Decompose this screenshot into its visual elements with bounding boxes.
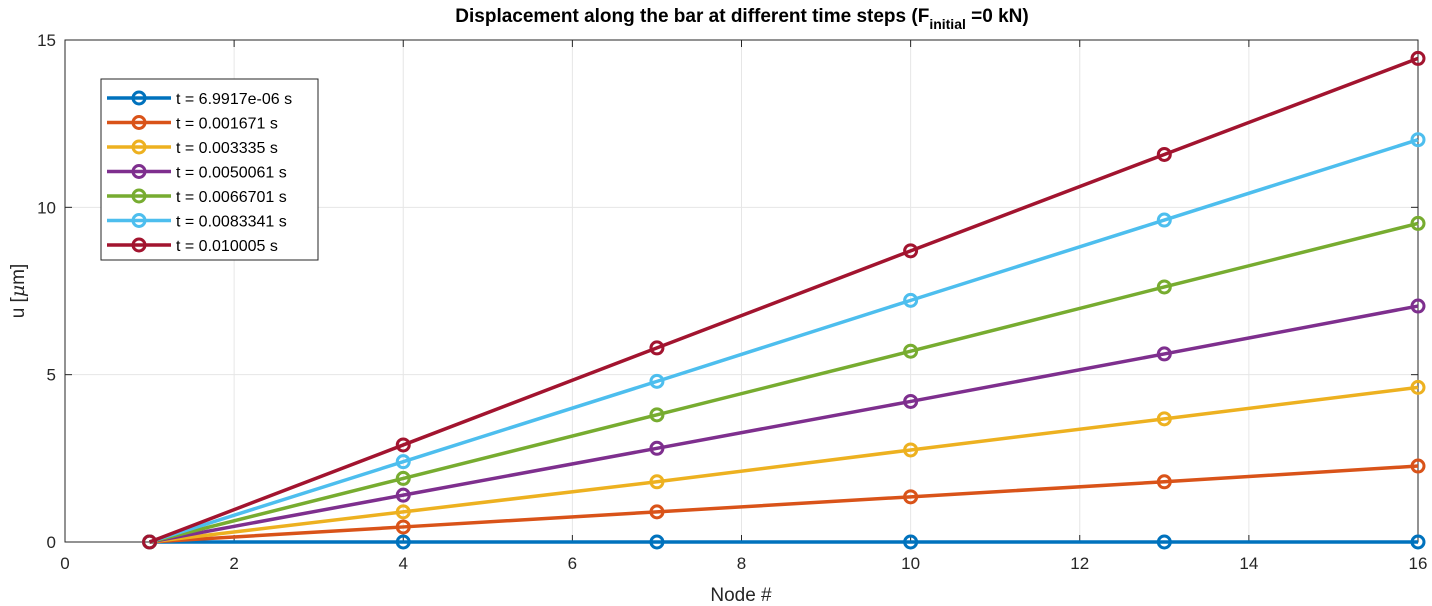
y-tick-label: 15 [37, 31, 56, 50]
legend-marker [131, 237, 147, 253]
y-tick-label: 10 [37, 198, 56, 217]
series-point [903, 442, 919, 458]
legend-label: t = 0.0083341 s [176, 214, 287, 231]
x-tick-label: 4 [399, 554, 408, 573]
legend: t = 6.9917e-06 s t = 0.001671 s t = 0.0033… [100, 78, 319, 261]
legend-label: t = 0.0050061 s [176, 165, 287, 182]
series-line [149, 304, 1419, 544]
legend-marker [131, 164, 147, 179]
series-point [395, 437, 411, 453]
series-group [142, 50, 1426, 550]
legend-label: t = 0.003335 s [176, 140, 278, 157]
chart-title-end: =0 kN) [966, 6, 1029, 27]
chart-title-main: Displacement along the bar at different … [455, 6, 929, 27]
series-point [903, 534, 919, 550]
series-line [149, 138, 1419, 544]
series-point [649, 504, 665, 520]
series-point [903, 292, 919, 308]
legend-box [100, 78, 319, 261]
series-line [149, 221, 1419, 544]
series-point [1156, 411, 1172, 427]
legend-item: t = 0.0083341 s [107, 213, 287, 231]
legend-marker [131, 213, 147, 228]
series-point [1156, 279, 1172, 295]
chart-title-subscript: initial [929, 16, 966, 32]
legend-label: t = 0.001671 s [176, 116, 278, 133]
series-point [649, 340, 665, 356]
legend-marker [131, 90, 147, 106]
legend-item: t = 0.001671 s [107, 115, 278, 133]
series-point [395, 534, 411, 550]
series-point [1410, 215, 1426, 231]
x-axis-label: Node # [710, 585, 772, 606]
series-point [1156, 534, 1172, 550]
legend-marker [131, 139, 147, 155]
x-tick-label: 14 [1239, 554, 1258, 573]
y-axis-label-mu: μ [7, 285, 29, 297]
series-point [1410, 379, 1426, 395]
x-tick-label: 8 [737, 554, 746, 573]
x-ticks: 0 2 4 6 8 10 12 14 16 [60, 40, 1427, 573]
x-tick-label: 16 [1409, 554, 1428, 573]
series-point [649, 474, 665, 490]
series-line [149, 464, 1419, 544]
series-point [1410, 132, 1426, 148]
legend-item: t = 0.003335 s [107, 139, 278, 157]
series-point [649, 407, 665, 423]
legend-marker [131, 188, 147, 204]
series-point [395, 470, 411, 486]
series-point [395, 519, 411, 535]
legend-marker [131, 115, 147, 130]
series-point [142, 534, 158, 550]
series-point [1410, 458, 1426, 474]
x-tick-label: 10 [901, 554, 920, 573]
series-point [1156, 346, 1172, 362]
series-point [903, 343, 919, 359]
series-point [649, 534, 665, 550]
series-5 [142, 215, 1426, 550]
series-point [903, 243, 919, 259]
series-point [395, 454, 411, 470]
y-tick-label: 0 [47, 533, 56, 552]
y-tick-label: 5 [47, 366, 56, 385]
legend-label: t = 0.010005 s [176, 238, 278, 255]
series-point [1156, 212, 1172, 228]
series-point [395, 487, 411, 503]
y-ticks: 0 5 10 15 [37, 31, 1418, 552]
series-point [903, 489, 919, 505]
chart-title: Displacement along the bar at different … [455, 6, 1028, 32]
legend-item: t = 6.9917e-06 s [107, 90, 292, 108]
series-point [903, 393, 919, 409]
series-line [148, 56, 1419, 544]
legend-label: t = 6.9917e-06 s [176, 91, 292, 108]
legend-item: t = 0.010005 s [107, 237, 278, 255]
series-point [649, 440, 665, 456]
y-axis-label: u [μm] [7, 264, 29, 319]
series-line [149, 385, 1419, 544]
legend-item: t = 0.0050061 s [107, 164, 287, 182]
series-point [1410, 50, 1426, 66]
y-axis-label-suffix: m] [8, 264, 29, 285]
series-point [1156, 146, 1172, 162]
y-axis-label-prefix: u [ [8, 296, 29, 318]
series-point [1156, 474, 1172, 490]
series-7 [142, 50, 1426, 550]
x-tick-label: 12 [1070, 554, 1089, 573]
x-tick-label: 2 [229, 554, 238, 573]
series-point [649, 373, 665, 389]
legend-item: t = 0.0066701 s [107, 188, 287, 206]
x-tick-label: 6 [568, 554, 577, 573]
x-tick-label: 0 [60, 554, 69, 573]
series-point [1410, 534, 1426, 550]
series-point [1410, 298, 1426, 314]
legend-label: t = 0.0066701 s [176, 189, 287, 206]
series-point [395, 504, 411, 520]
